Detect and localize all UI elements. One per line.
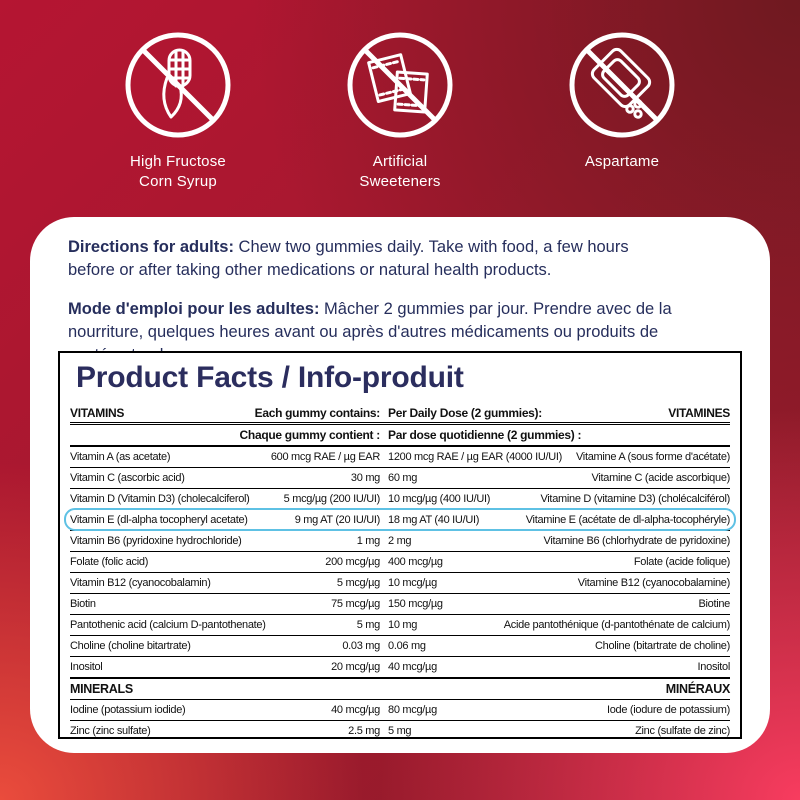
table-row: Zinc (zinc sulfate) 2.5 mg 5 mg Zinc (su… [70,721,730,737]
header-each-gummy: Each gummy contains: [254,405,381,420]
directions-en-text: Chew two gummies daily. Take with food, … [68,238,629,279]
table-row: Vitamin B6 (pyridoxine hydrochloride) 1 … [70,531,730,552]
label-card: Directions for adults: Chew two gummies … [30,217,770,753]
nutrient-name-en: Vitamin C (ascorbic acid) [70,472,185,484]
amount-per-dose: 10 mg [388,619,418,631]
amount-per-dose: 150 mcg/µg [388,598,443,610]
directions-section: Directions for adults: Chew two gummies … [68,236,676,383]
amount-per-gummy: 5 mcg/µg (200 IU/UI) [283,493,381,505]
product-facts-panel: Product Facts / Info-produit VITAMINS Ea… [58,351,742,739]
minerals-section-row: MINERALS MINÉRAUX [70,679,730,700]
amount-per-dose: 60 mg [388,472,418,484]
header-par-dose: Par dose quotidienne (2 gummies) : [388,428,582,442]
nutrient-name-en: Choline (choline bitartrate) [70,640,191,652]
header-vitamines: VITAMINES [668,405,730,420]
table-row: Vitamin D (Vitamin D3) (cholecalciferol)… [70,489,730,510]
amount-per-gummy: 2.5 mg [348,725,380,737]
nutrient-name-fr: Vitamine D (vitamine D3) (cholécalciféro… [540,493,730,505]
badge-artificial-sweeteners: Artificial Sweeteners [320,30,480,192]
badge-label: High Fructose Corn Syrup [130,153,226,190]
amount-per-gummy: 5 mg [356,619,381,631]
nutrient-name-fr: Vitamine C (acide ascorbique) [591,472,731,484]
amount-per-gummy: 9 mg AT (20 IU/UI) [294,514,381,526]
amount-per-dose: 1200 mcg RAE / µg EAR (4000 IU/UI) [388,451,563,463]
nutrient-name-en: Vitamin D (Vitamin D3) (cholecalciferol) [70,493,250,505]
directions-en: Directions for adults: Chew two gummies … [68,236,676,282]
amount-per-gummy: 75 mcg/µg [331,598,380,610]
header-vitamins: VITAMINS [70,405,125,420]
nutrient-name-fr: Folate (acide folique) [633,556,730,568]
vitamins-rows: Vitamin A (as acetate) 600 mcg RAE / µg … [64,447,736,679]
product-facts-title: Product Facts / Info-produit [76,361,464,394]
amount-per-dose: 2 mg [388,535,412,547]
nutrient-name-fr: Acide pantothénique (d-pantothénate de c… [503,619,731,631]
nutrient-name-fr: Vitamine A (sous forme d'acétate) [575,451,730,463]
table-row: Biotin 75 mcg/µg 150 mcg/µg Biotine [70,594,730,615]
directions-en-lead: Directions for adults: [68,238,234,256]
nutrient-name-fr: Choline (bitartrate de choline) [594,640,730,652]
amount-per-dose: 5 mg [388,725,412,737]
table-row: Vitamin B12 (cyanocobalamin) 5 mcg/µg 10… [70,573,730,594]
amount-per-dose: 0.06 mg [388,640,426,652]
nutrient-name-en: Zinc (zinc sulfate) [70,725,151,737]
directions-fr: Mode d'emploi pour les adultes: Mâcher 2… [68,298,676,367]
nutrient-name-fr: Iode (iodure de potassium) [606,704,730,716]
no-aspartame-icon [567,30,677,140]
nutrient-name-en: Pantothenic acid (calcium D-pantothenate… [70,619,266,631]
no-high-fructose-corn-syrup-icon [123,30,233,140]
amount-per-gummy: 5 mcg/µg [336,577,380,589]
nutrient-name-fr: Vitamine B6 (chlorhydrate de pyridoxine) [543,535,730,547]
nutrient-name-en: Vitamin A (as acetate) [70,451,171,463]
badge-label: Aspartame [584,153,660,170]
nutrient-name-en: Vitamin B6 (pyridoxine hydrochloride) [70,535,242,547]
nutrient-name-en: Folate (folic acid) [70,556,149,568]
facts-header-row-fr: Chaque gummy contient : Par dose quotidi… [70,425,730,447]
amount-per-gummy: 30 mg [350,472,380,484]
header-chaque-gummy: Chaque gummy contient : [239,428,381,442]
amount-per-dose: 10 mcg/µg (400 IU/UI) [388,493,491,505]
amount-per-dose: 10 mcg/µg [388,577,437,589]
minerals-rows: Iodine (potassium iodide) 40 mcg/µg 80 m… [70,700,730,737]
table-row: Vitamin E (dl-alpha tocopheryl acetate) … [64,508,736,531]
table-row: Pantothenic acid (calcium D-pantothenate… [70,615,730,636]
nutrient-name-en: Biotin [70,598,96,610]
nutrient-name-en: Vitamin E (dl-alpha tocopheryl acetate) [70,514,248,526]
amount-per-gummy: 600 mcg RAE / µg EAR [270,451,380,463]
table-row: Inositol 20 mcg/µg 40 mcg/µg Inositol [70,657,730,679]
amount-per-gummy: 40 mcg/µg [331,704,380,716]
directions-fr-lead: Mode d'emploi pour les adultes: [68,300,320,318]
nutrient-name-en: Iodine (potassium iodide) [70,704,186,716]
table-row: Iodine (potassium iodide) 40 mcg/µg 80 m… [70,700,730,721]
nutrient-name-fr: Vitamine B12 (cyanocobalamine) [577,577,731,589]
header-daily-dose: Per Daily Dose (2 gummies): [388,405,542,420]
badge-high-fructose-corn-syrup: High Fructose Corn Syrup [98,30,258,192]
nutrient-name-fr: Zinc (sulfate de zinc) [635,725,730,737]
table-row: Vitamin C (ascorbic acid) 30 mg 60 mg Vi… [70,468,730,489]
directions-fr-text: Mâcher 2 gummies par jour. Prendre avec … [68,300,672,364]
badge-label: Artificial Sweeteners [359,153,441,190]
amount-per-gummy: 1 mg [356,535,381,547]
amount-per-gummy: 200 mcg/µg [325,556,380,568]
minerals-label-en: MINERALS [70,682,133,696]
nutrient-name-fr: Biotine [698,598,730,610]
minerals-label-fr: MINÉRAUX [665,682,731,696]
table-row: Choline (choline bitartrate) 0.03 mg 0.0… [70,636,730,657]
nutrient-name-en: Inositol [70,661,103,673]
no-artificial-sweeteners-icon [345,30,455,140]
table-row: Vitamin A (as acetate) 600 mcg RAE / µg … [70,447,730,468]
amount-per-gummy: 0.03 mg [342,640,380,652]
amount-per-dose: 400 mcg/µg [388,556,443,568]
no-ingredient-badges: High Fructose Corn Syrup [0,30,800,192]
badge-aspartame: Aspartame [542,30,702,192]
nutrient-name-fr: Inositol [697,661,731,673]
facts-header-row: VITAMINS Each gummy contains: Per Daily … [70,403,730,425]
nutrient-name-fr: Vitamine E (acétate de dl-alpha-tocophér… [525,514,731,526]
amount-per-dose: 18 mg AT (40 IU/UI) [388,514,480,526]
amount-per-dose: 80 mcg/µg [388,704,437,716]
amount-per-dose: 40 mcg/µg [388,661,437,673]
amount-per-gummy: 20 mcg/µg [331,661,380,673]
nutrient-name-en: Vitamin B12 (cyanocobalamin) [70,577,211,589]
table-row: Folate (folic acid) 200 mcg/µg 400 mcg/µ… [70,552,730,573]
